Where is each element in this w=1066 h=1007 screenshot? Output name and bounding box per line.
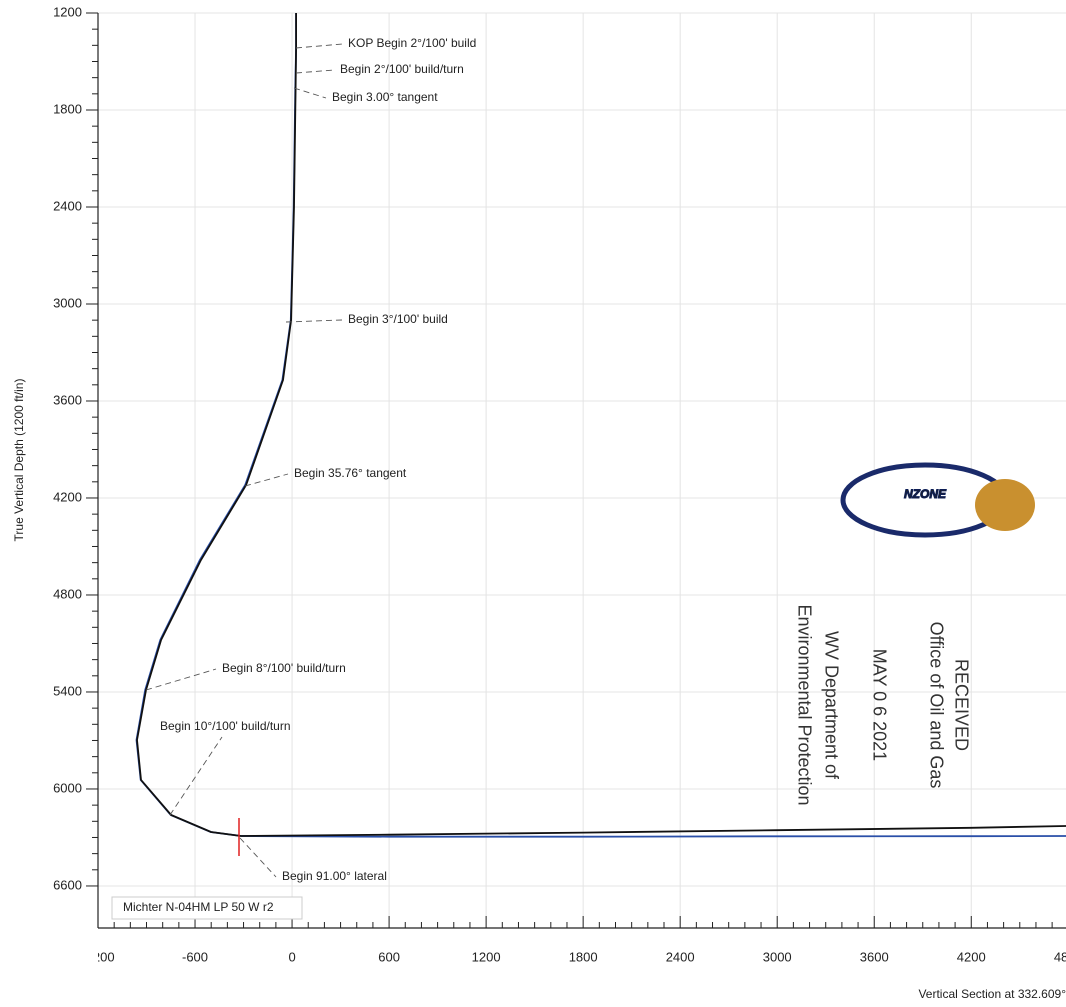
stamp-text: Environmental Protection bbox=[794, 604, 814, 805]
x-tick-label: 2400 bbox=[666, 949, 695, 964]
y-tick-label: 2400 bbox=[53, 198, 82, 213]
logo: NZONE bbox=[840, 462, 1035, 538]
x-tick-label: 3000 bbox=[763, 949, 792, 964]
x-tick-label: -600 bbox=[182, 949, 208, 964]
stamp-text: MAY 0 6 2021 bbox=[869, 649, 889, 761]
well-label: Michter N-04HM LP 50 W r2 bbox=[123, 900, 274, 914]
annotation-leader bbox=[244, 473, 289, 487]
annotation: Begin 10°/100' build/turn bbox=[160, 719, 291, 733]
x-tick-label: 0 bbox=[288, 949, 295, 964]
trajectory-line bbox=[136, 13, 1066, 837]
annotation: Begin 91.00° lateral bbox=[282, 869, 387, 883]
y-tick-label: 4200 bbox=[53, 489, 82, 504]
y-tick-label: 1800 bbox=[53, 101, 82, 116]
annotation: Begin 3.00° tangent bbox=[332, 90, 438, 104]
annotation-leader bbox=[293, 87, 327, 99]
well-label-box bbox=[111, 896, 303, 920]
x-tick-label: 4200 bbox=[957, 949, 986, 964]
annotation: Begin 35.76° tangent bbox=[294, 466, 407, 480]
annotation: Begin 2°/100' build/turn bbox=[340, 62, 464, 76]
x-tick-label: 600 bbox=[378, 949, 400, 964]
plot: -1200 -600 0 600 1200 1800 2400 3000 3600 4200 480… bbox=[81, 12, 1066, 964]
x-tick-label: 1800 bbox=[569, 949, 598, 964]
x-tick-label: 4800 bbox=[1054, 949, 1066, 964]
stamp-text: Office of Oil and Gas bbox=[926, 622, 946, 789]
annotation: Begin 3°/100' build bbox=[348, 312, 448, 326]
y-tick-label: 5400 bbox=[53, 683, 82, 698]
annotation-leader bbox=[295, 43, 343, 49]
logo-bit bbox=[975, 479, 1035, 531]
y-tick-label: 6000 bbox=[53, 780, 82, 795]
y-axis-label: True Vertical Depth (1200 ft/in) bbox=[12, 379, 26, 542]
annotation-leader bbox=[239, 837, 277, 878]
y-tick-label: 3000 bbox=[53, 295, 82, 310]
annotation-leader bbox=[295, 69, 335, 74]
y-tick-label: 4800 bbox=[53, 586, 82, 601]
annotation: KOP Begin 2°/100' build bbox=[348, 36, 476, 50]
stamp-text: WV Department of bbox=[821, 631, 841, 780]
annotation-leader bbox=[145, 668, 217, 691]
logo-text: NZONE bbox=[904, 487, 947, 501]
annotation-leader bbox=[169, 736, 223, 816]
annotation-leader bbox=[285, 319, 343, 323]
y-tick-label: 6600 bbox=[53, 877, 82, 892]
stamp-text: RECEIVED bbox=[951, 659, 971, 751]
x-tick-label: -1200 bbox=[81, 949, 114, 964]
x-tick-label: 1200 bbox=[472, 949, 501, 964]
x-axis-label: Vertical Section at 332.609° bbox=[918, 987, 1066, 1001]
x-tick-label: 3600 bbox=[860, 949, 889, 964]
y-tick-label: 1200 bbox=[53, 4, 82, 19]
y-tick-label: 3600 bbox=[53, 392, 82, 407]
annotation: Begin 8°/100' build/turn bbox=[222, 661, 346, 675]
